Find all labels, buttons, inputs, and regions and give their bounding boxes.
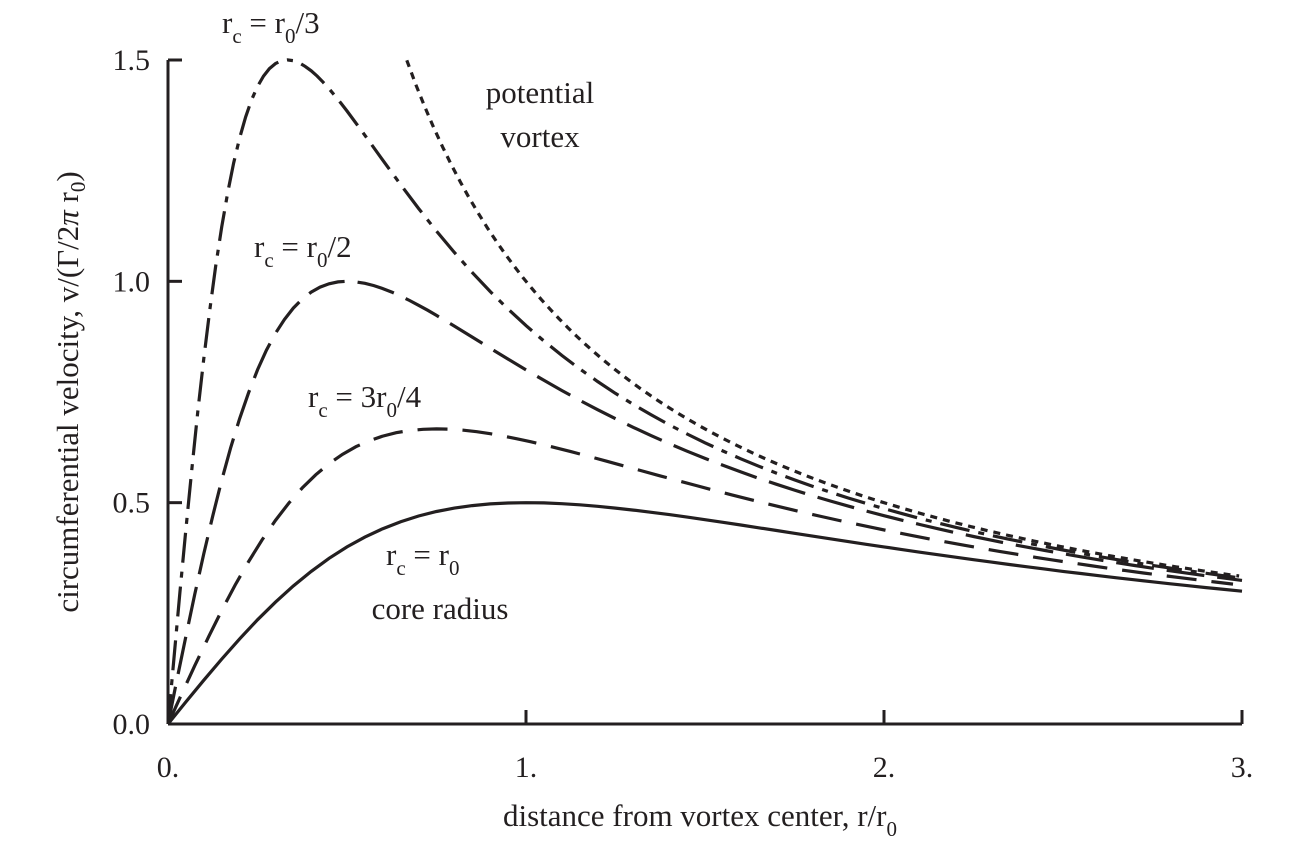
y-tick-label-1: 0.5 [113, 487, 151, 520]
y-tick-label-0: 0.0 [113, 708, 151, 741]
series-line-0 [405, 59, 1240, 578]
annotation-rc-3r0-4: rc = 3r0/4 [308, 379, 422, 422]
annotation-core-radius: core radius [372, 591, 509, 626]
series-line-2 [166, 279, 1243, 725]
x-axis-title: distance from vortex center, r/r0 [503, 798, 897, 841]
series-line-4 [166, 501, 1243, 726]
series-line-3 [166, 427, 1234, 725]
series-lines [166, 58, 1243, 726]
y-tick-label-3: 1.5 [113, 44, 151, 77]
x-tick-label-1: 1. [515, 751, 538, 784]
annotation-potential-vortex-line2: vortex [500, 119, 580, 154]
x-tick-label-3: 3. [1231, 751, 1254, 784]
annotation-potential-vortex-line1: potential [486, 75, 594, 110]
annotation-rc-r0-2: rc = r0/2 [254, 229, 352, 272]
y-tick-label-2: 1.0 [113, 265, 151, 298]
y-axis-title: circumferential velocity, v/(Γ/2π r0) [50, 171, 90, 612]
x-tick-label-0: 0. [157, 751, 180, 784]
axis-tick-labels: 0. 1. 2. 3. 0.0 0.5 1.0 1.5 [113, 44, 1254, 784]
series-line-1 [166, 58, 1243, 725]
annotation-rc-r0: rc = r0 [386, 537, 459, 580]
x-tick-label-2: 2. [873, 751, 896, 784]
annotation-rc-r0-3: rc = r0/3 [222, 5, 320, 48]
